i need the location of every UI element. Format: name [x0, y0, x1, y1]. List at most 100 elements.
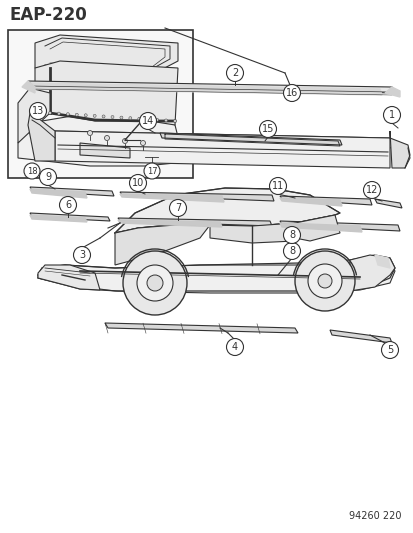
Text: 2: 2: [231, 68, 237, 78]
Circle shape: [84, 114, 87, 117]
Polygon shape: [120, 194, 223, 202]
Circle shape: [66, 112, 69, 116]
Circle shape: [259, 120, 276, 138]
Circle shape: [39, 168, 56, 185]
Circle shape: [48, 111, 51, 115]
Polygon shape: [18, 113, 180, 166]
Polygon shape: [35, 35, 178, 73]
Circle shape: [129, 174, 146, 191]
Circle shape: [74, 246, 90, 263]
Polygon shape: [329, 330, 391, 343]
Polygon shape: [55, 131, 389, 168]
Circle shape: [140, 141, 145, 146]
Text: 10: 10: [132, 178, 144, 188]
Text: 12: 12: [365, 185, 377, 195]
Circle shape: [317, 274, 331, 288]
Circle shape: [226, 338, 243, 356]
Polygon shape: [279, 223, 361, 232]
Text: 8: 8: [288, 230, 294, 240]
Circle shape: [283, 227, 300, 244]
Polygon shape: [389, 131, 409, 168]
Polygon shape: [30, 189, 87, 198]
Circle shape: [24, 163, 40, 179]
Circle shape: [269, 177, 286, 195]
Polygon shape: [105, 323, 297, 333]
Polygon shape: [30, 215, 87, 222]
Circle shape: [138, 117, 140, 120]
Circle shape: [87, 131, 92, 135]
Circle shape: [363, 182, 380, 198]
Circle shape: [75, 113, 78, 116]
Polygon shape: [209, 223, 294, 243]
Polygon shape: [80, 143, 130, 158]
Circle shape: [139, 112, 156, 130]
Circle shape: [155, 118, 158, 122]
Circle shape: [120, 116, 123, 119]
Bar: [8, 30, 192, 178]
Polygon shape: [279, 221, 399, 231]
Text: 1: 1: [388, 110, 394, 120]
Polygon shape: [22, 81, 35, 93]
Text: EAP-220: EAP-220: [10, 6, 88, 24]
Circle shape: [226, 64, 243, 82]
Polygon shape: [159, 133, 341, 145]
Circle shape: [122, 139, 127, 143]
Circle shape: [146, 118, 150, 121]
Polygon shape: [374, 255, 389, 268]
Polygon shape: [118, 220, 221, 227]
Polygon shape: [28, 83, 381, 95]
Circle shape: [380, 342, 398, 359]
Text: 16: 16: [285, 88, 297, 98]
Circle shape: [29, 102, 46, 119]
Circle shape: [128, 117, 131, 119]
Polygon shape: [30, 187, 114, 196]
Text: 3: 3: [79, 250, 85, 260]
Circle shape: [164, 119, 167, 122]
Circle shape: [137, 265, 173, 301]
Text: 5: 5: [386, 345, 392, 355]
Text: 4: 4: [231, 342, 237, 352]
Polygon shape: [279, 198, 341, 206]
Circle shape: [144, 163, 159, 179]
Circle shape: [382, 107, 399, 124]
Polygon shape: [279, 196, 371, 205]
Circle shape: [104, 135, 109, 141]
Text: 18: 18: [26, 166, 37, 175]
Polygon shape: [115, 188, 339, 233]
Polygon shape: [35, 61, 178, 125]
Circle shape: [147, 275, 163, 291]
Polygon shape: [28, 113, 55, 161]
Text: 8: 8: [288, 246, 294, 256]
Text: 9: 9: [45, 172, 51, 182]
Polygon shape: [115, 225, 209, 265]
Polygon shape: [120, 192, 273, 201]
Polygon shape: [294, 215, 339, 241]
Circle shape: [283, 85, 300, 101]
Polygon shape: [18, 88, 50, 143]
Polygon shape: [384, 87, 399, 97]
Polygon shape: [38, 263, 394, 293]
Circle shape: [169, 199, 186, 216]
Polygon shape: [30, 213, 110, 221]
Text: 94260 220: 94260 220: [349, 511, 401, 521]
Circle shape: [102, 115, 105, 118]
Text: 17: 17: [146, 166, 157, 175]
Polygon shape: [349, 255, 394, 291]
Circle shape: [123, 251, 187, 315]
Circle shape: [57, 112, 60, 115]
Text: 13: 13: [32, 106, 44, 116]
Polygon shape: [55, 131, 399, 148]
Circle shape: [307, 264, 341, 298]
Text: 6: 6: [65, 200, 71, 210]
Text: 14: 14: [142, 116, 154, 126]
Polygon shape: [28, 81, 397, 93]
Circle shape: [59, 197, 76, 214]
Circle shape: [93, 115, 96, 117]
Circle shape: [283, 243, 300, 260]
Polygon shape: [118, 218, 271, 226]
Text: 7: 7: [174, 203, 181, 213]
Circle shape: [294, 251, 354, 311]
Text: 11: 11: [271, 181, 283, 191]
Circle shape: [111, 116, 114, 118]
Circle shape: [173, 119, 176, 123]
